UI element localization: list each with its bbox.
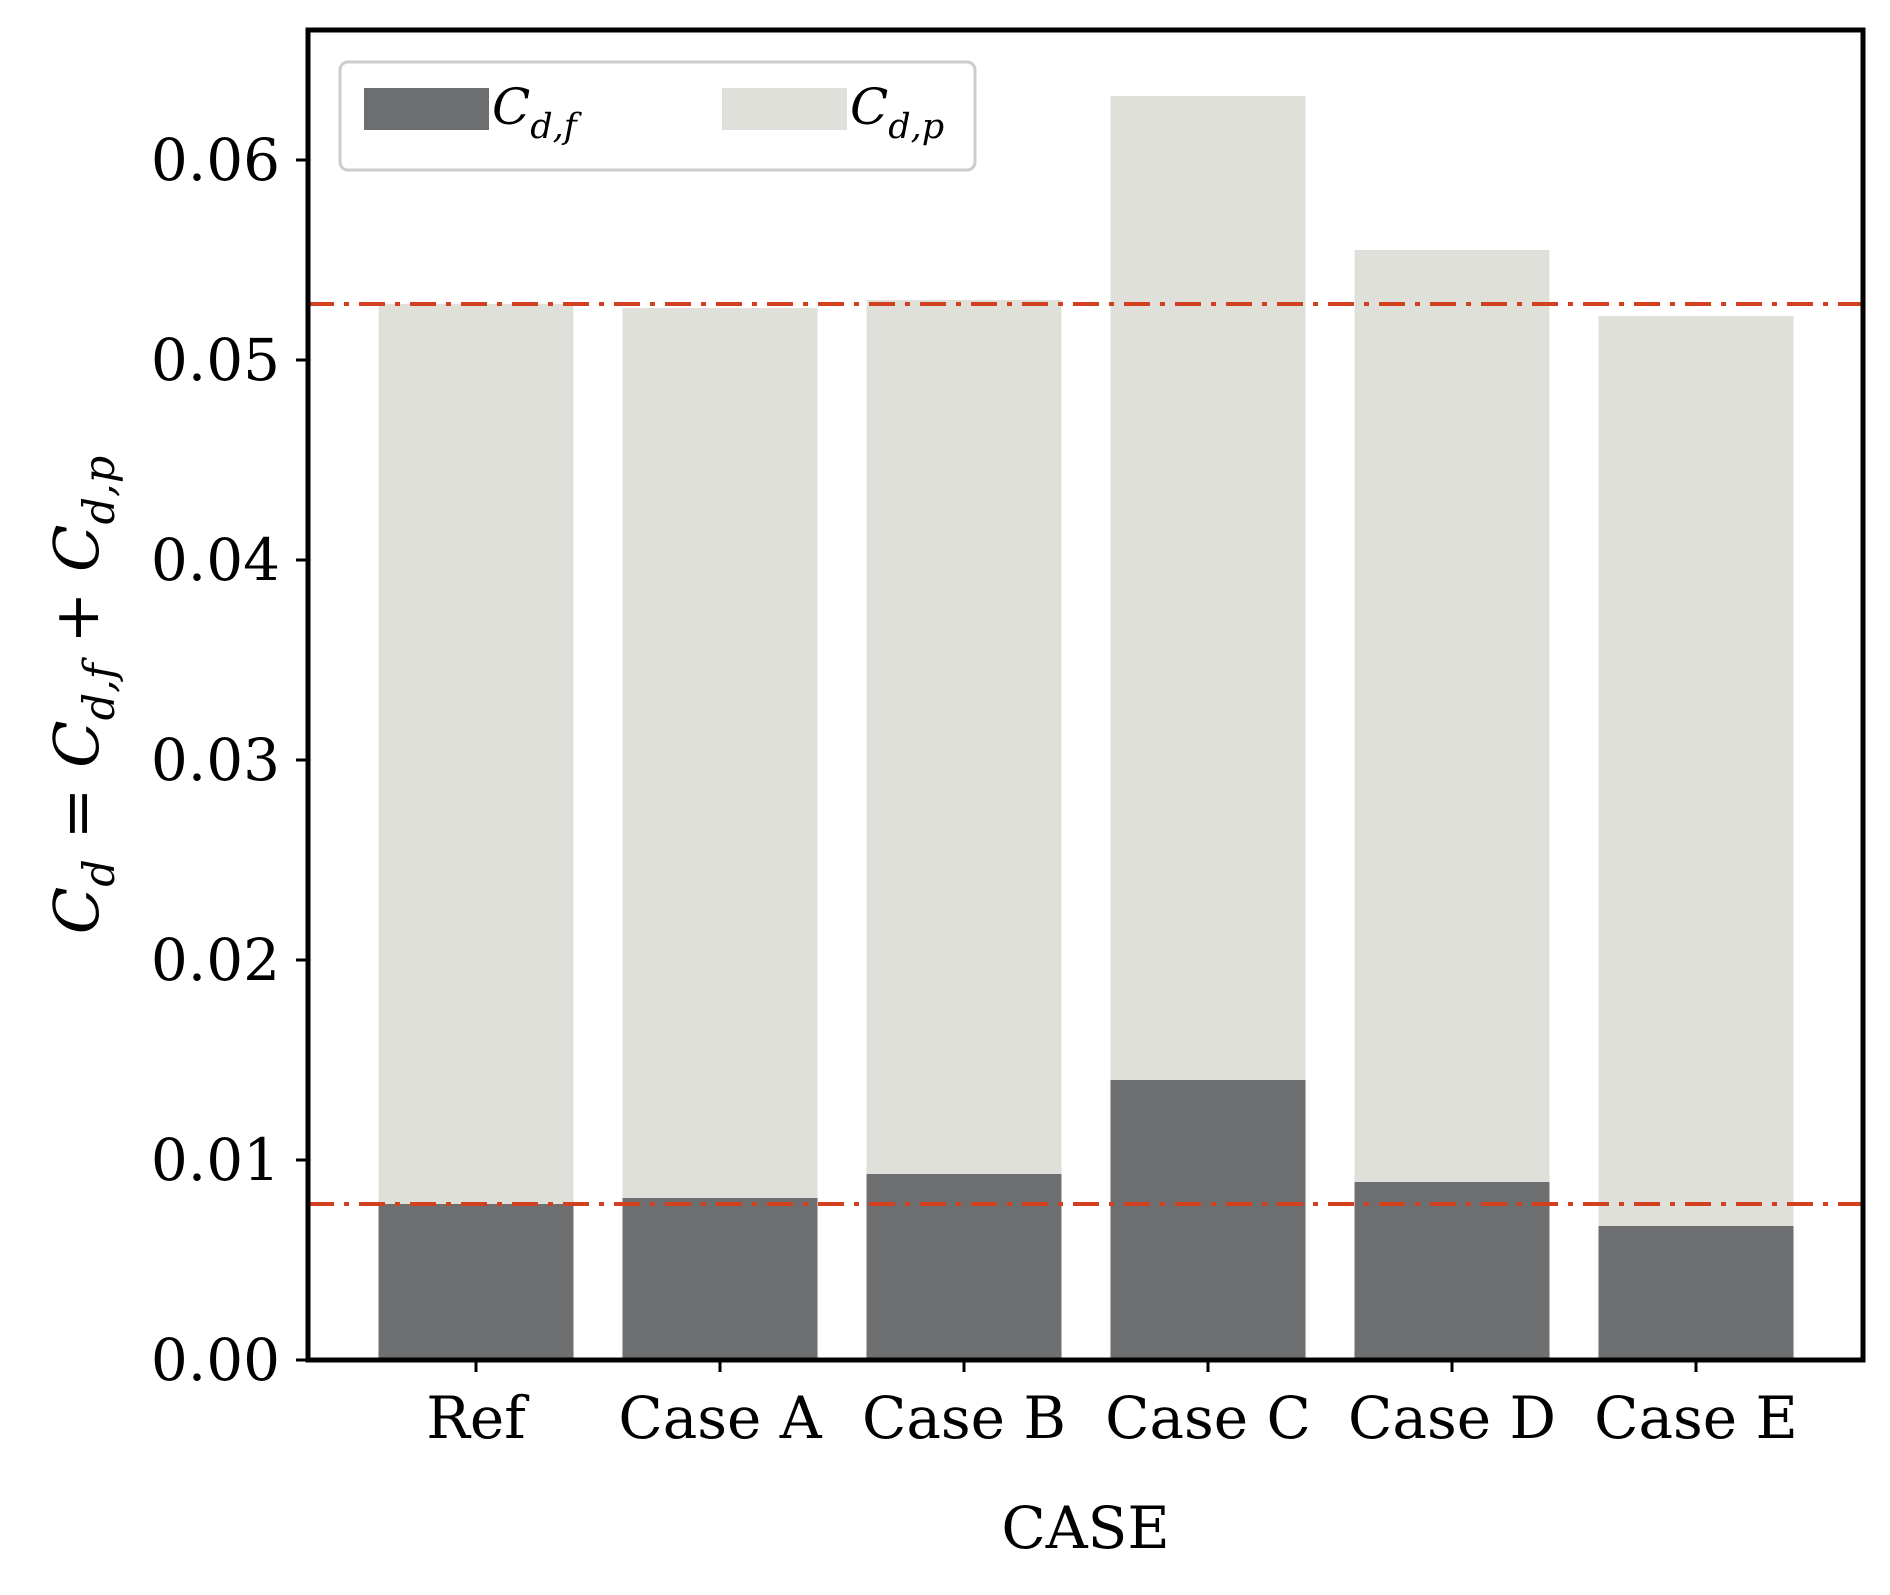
bar-cdf-case-c xyxy=(1110,1080,1306,1360)
axis-labels-layer: CASE Cd = Cd,f + Cd,p xyxy=(40,456,1170,1562)
y-axis-label-text: Cd = Cd,f + Cd,p xyxy=(40,456,125,934)
bar-cdp-case-c xyxy=(1110,96,1306,1080)
y-tick-label: 0.02 xyxy=(151,926,280,994)
x-tick-label: Case A xyxy=(618,1384,822,1452)
legend: Cd,f Cd,p xyxy=(338,60,977,172)
y-tick-label: 0.05 xyxy=(151,326,280,394)
legend-label: Cd,p xyxy=(850,78,944,147)
reference-lines-layer xyxy=(308,302,1863,1206)
bar-cdp-case-b xyxy=(866,300,1062,1174)
y-tick-label: 0.01 xyxy=(151,1126,280,1194)
x-tick-label: Case D xyxy=(1348,1384,1556,1452)
y-tick-label: 0.00 xyxy=(151,1326,280,1394)
bar-cdp-case-e xyxy=(1598,316,1794,1226)
legend-swatch xyxy=(364,88,489,130)
bar-cdf-case-b xyxy=(866,1174,1062,1360)
bar-cdf-case-d xyxy=(1354,1182,1550,1360)
bar-cdf-case-e xyxy=(1598,1226,1794,1360)
x-tick-label: Ref xyxy=(426,1384,529,1452)
y-tick-label: 0.06 xyxy=(151,126,280,194)
x-tick-label: Case B xyxy=(862,1384,1066,1452)
y-tick-label: 0.03 xyxy=(151,726,280,794)
bar-cdf-ref xyxy=(378,1204,574,1360)
plot-frame xyxy=(305,27,1866,1363)
legend-label: Cd,f xyxy=(492,78,583,147)
x-tick-label: Case E xyxy=(1594,1384,1798,1452)
axes-layer: 0.00 0.01 0.02 0.03 0.04 0.05 0.06 Ref Case A Cas… xyxy=(151,27,1866,1452)
bar-cdf-case-a xyxy=(622,1198,818,1360)
y-tick-label: 0.04 xyxy=(151,526,280,594)
bar-cdp-ref xyxy=(378,304,574,1204)
bar-cdp-case-a xyxy=(622,308,818,1198)
x-axis-label: CASE xyxy=(1001,1494,1169,1562)
y-axis-label: Cd = Cd,f + Cd,p xyxy=(40,456,125,934)
x-tick-label: Case C xyxy=(1105,1384,1311,1452)
legend-swatch xyxy=(722,88,847,130)
bars-layer xyxy=(378,96,1794,1360)
bar-cdp-case-d xyxy=(1354,250,1550,1182)
